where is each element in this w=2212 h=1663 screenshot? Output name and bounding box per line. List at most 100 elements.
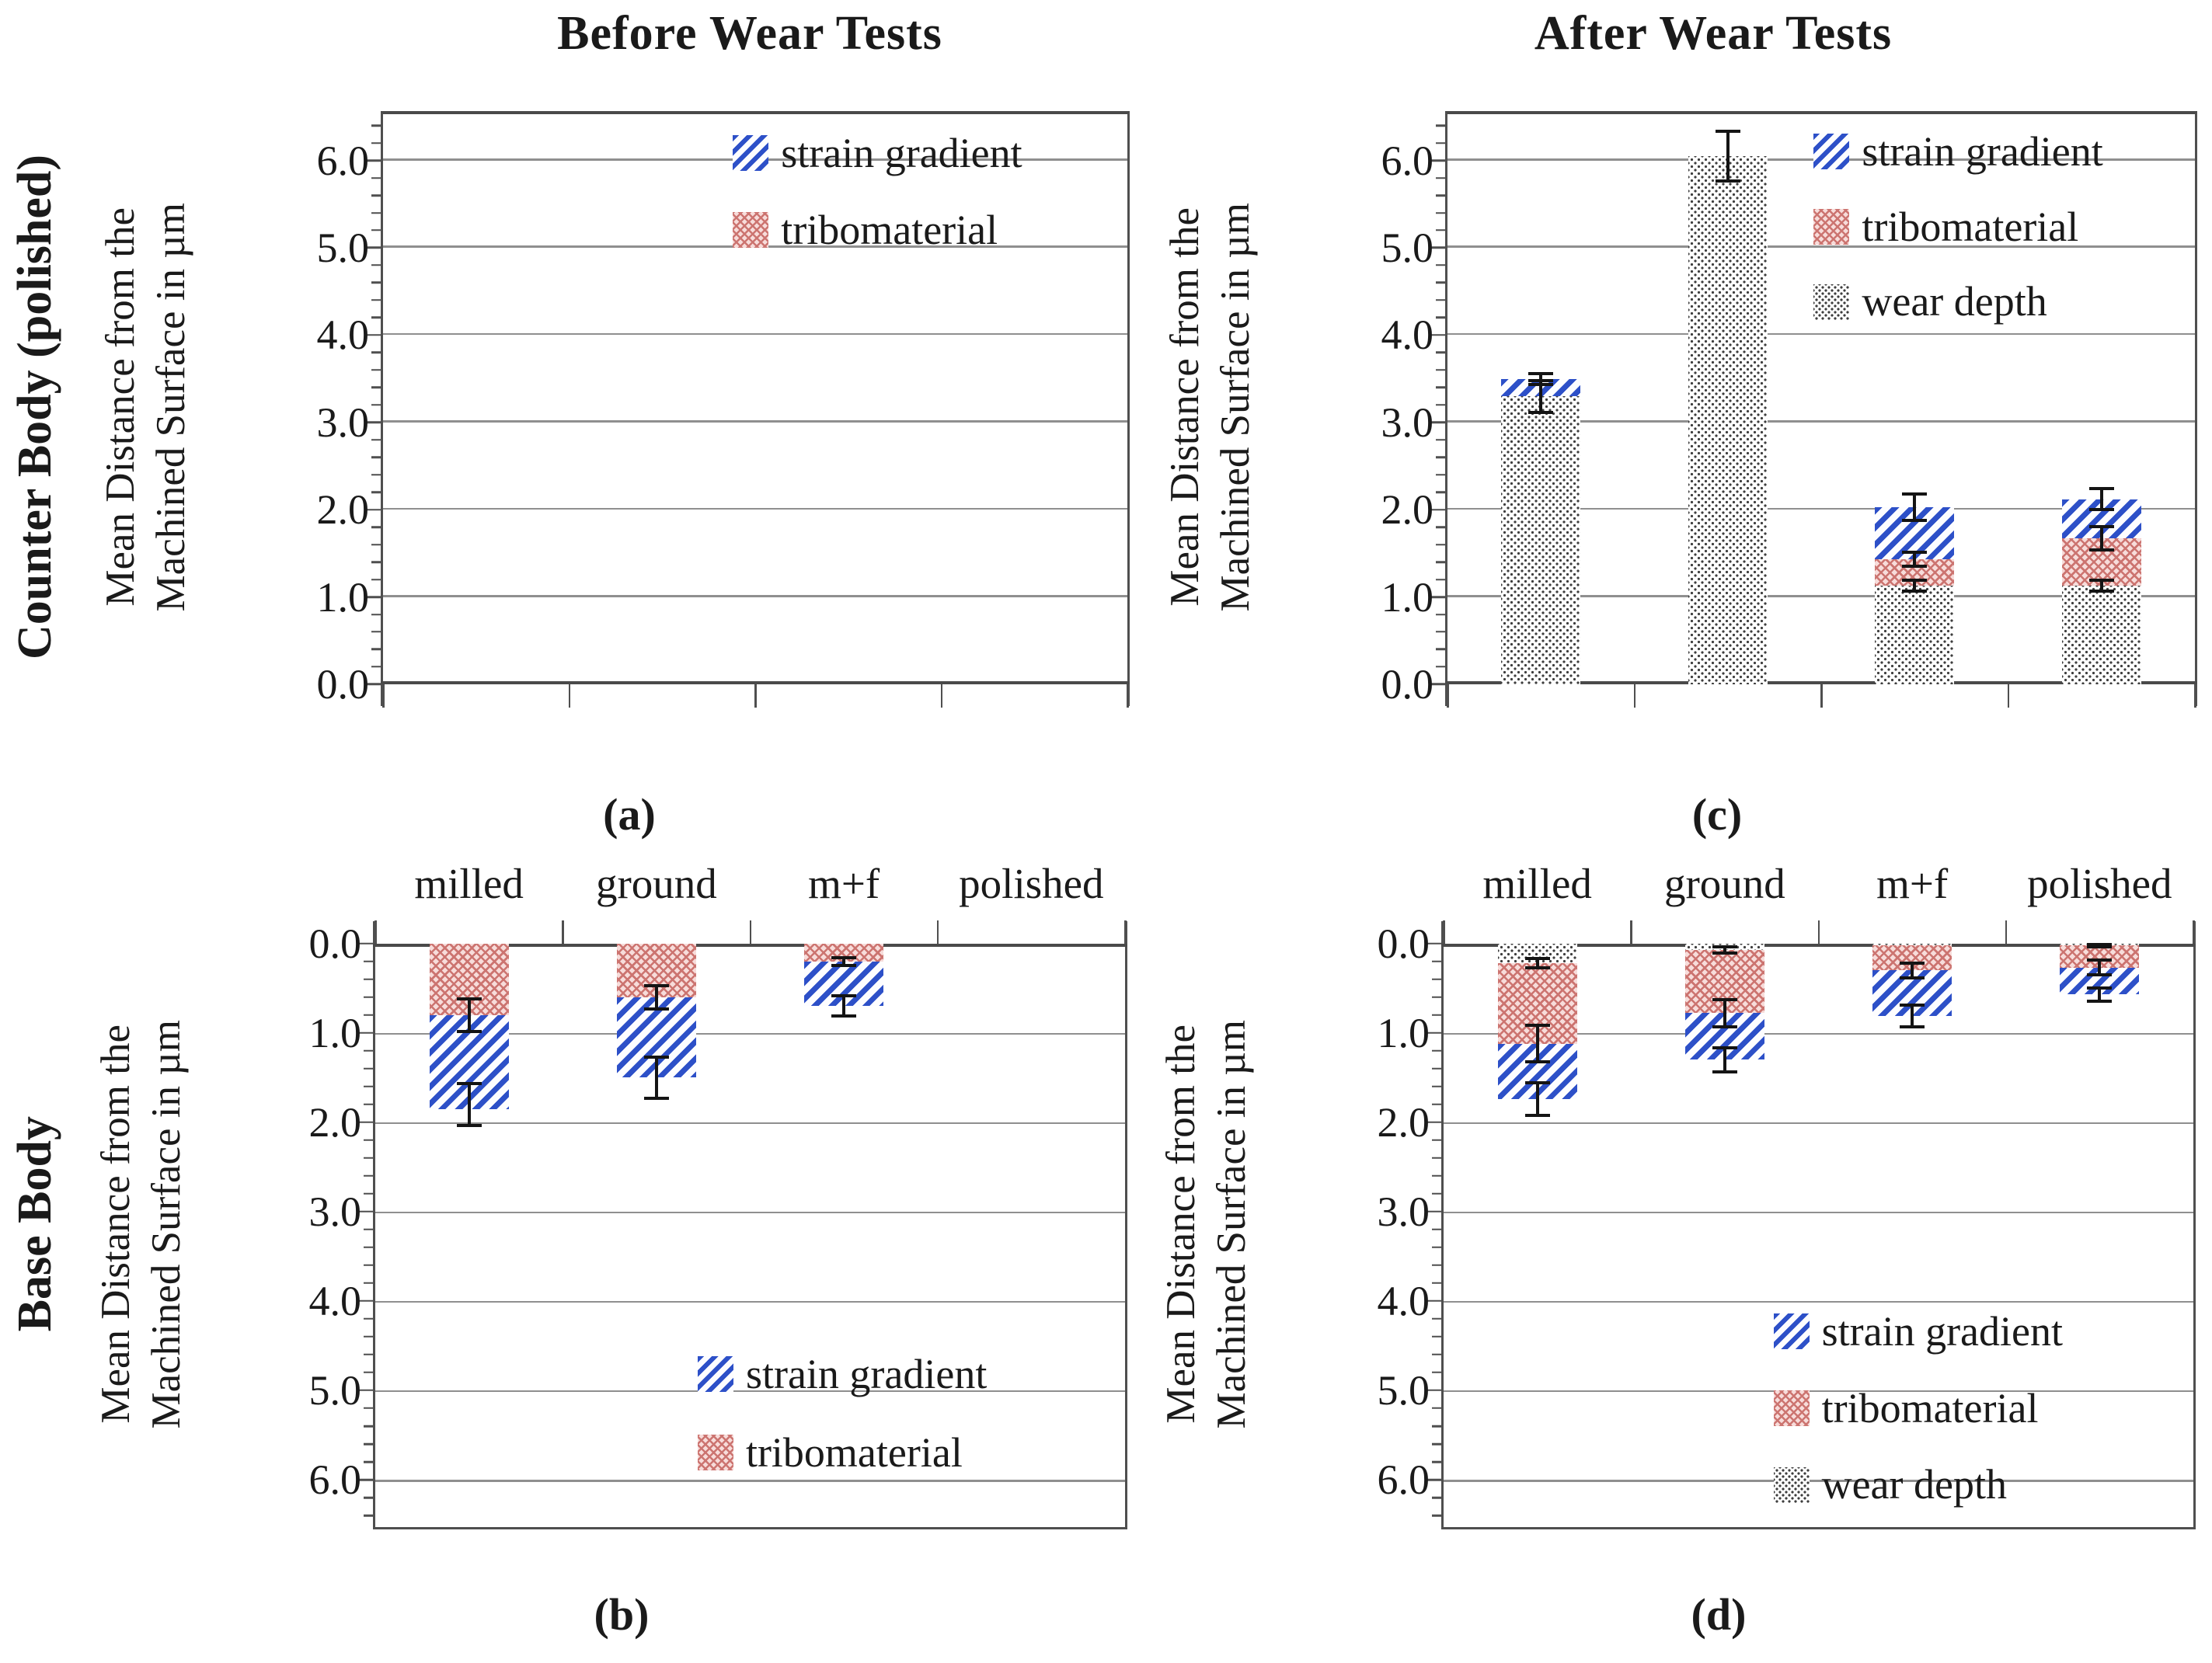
legend-item-tribomaterial: tribomaterial bbox=[733, 207, 1022, 252]
error-bar-cap bbox=[1712, 945, 1737, 949]
y-minor-tick-5.4 bbox=[371, 211, 381, 214]
y-axis-label-line2: Machined Surface in µm bbox=[148, 202, 193, 612]
error-bar-cap bbox=[1528, 371, 1554, 375]
y-axis-label-line2: Machined Surface in µm bbox=[1213, 202, 1258, 612]
x-tick-3 bbox=[2005, 920, 2008, 944]
y-minor-tick-2.8 bbox=[371, 438, 381, 441]
bar-milled bbox=[429, 943, 509, 1109]
error-bar-cap bbox=[2087, 986, 2113, 990]
gridline-y-4 bbox=[383, 332, 1127, 336]
y-major-tick-0 bbox=[357, 942, 373, 945]
error-bar-cap bbox=[2087, 999, 2113, 1003]
gridline-y-2 bbox=[375, 1122, 1125, 1125]
error-bar-cap bbox=[1902, 565, 1928, 569]
error-bar-cap bbox=[643, 983, 669, 987]
y-minor-tick-4.8 bbox=[1436, 264, 1445, 266]
error-bar-cap bbox=[2087, 958, 2113, 962]
strain-gradient-swatch-icon bbox=[733, 135, 769, 172]
category-label-ground: ground bbox=[1663, 860, 1785, 907]
x-tick-3 bbox=[936, 920, 939, 944]
legend-item-wear_depth: wear depth bbox=[1773, 1463, 2063, 1507]
y-minor-tick-1.2 bbox=[1432, 1049, 1441, 1052]
error-bar-cap bbox=[456, 997, 482, 1000]
y-minor-tick-2.6 bbox=[371, 456, 381, 458]
error-bar-ground-0 bbox=[1712, 945, 1737, 955]
y-minor-tick-4.4 bbox=[1436, 299, 1445, 301]
error-bar-line bbox=[1539, 378, 1543, 414]
gridline-y-1 bbox=[1447, 595, 2195, 597]
y-minor-tick-3.4 bbox=[1432, 1246, 1441, 1249]
y-major-tick-5 bbox=[365, 246, 381, 249]
y-major-tick-6 bbox=[365, 159, 381, 162]
error-bar-line bbox=[1535, 1080, 1539, 1117]
y-minor-tick-5.4 bbox=[364, 1425, 373, 1428]
gridline-y-6 bbox=[1444, 1480, 2193, 1482]
y-tick-label-6: 6.0 bbox=[316, 137, 370, 184]
error-bar-line bbox=[467, 1082, 471, 1127]
error-bar-cap bbox=[831, 955, 857, 959]
error-bar-cap bbox=[1524, 1113, 1550, 1117]
y-axis-label-line1: Mean Distance from the bbox=[92, 1025, 138, 1424]
y-minor-tick-1.2 bbox=[1436, 578, 1445, 581]
x-tick-2 bbox=[1817, 920, 1820, 944]
y-minor-tick-4.4 bbox=[371, 299, 381, 301]
y-tick-label-1: 1.0 bbox=[308, 1009, 362, 1056]
error-bar-cap bbox=[1902, 578, 1928, 582]
y-axis-label-line1: Mean Distance from the bbox=[1162, 207, 1207, 607]
error-bar-polished-2 bbox=[2087, 986, 2113, 1003]
y-minor-tick-4.2 bbox=[1432, 1317, 1441, 1320]
x-axis-line bbox=[373, 943, 1127, 947]
y-minor-tick-3.4 bbox=[1436, 386, 1445, 389]
y-tick-label-0: 0.0 bbox=[308, 920, 362, 967]
y-tick-label-6: 6.0 bbox=[1377, 1456, 1430, 1504]
error-bar-m+f-1 bbox=[831, 994, 857, 1018]
y-minor-tick-1.6 bbox=[1432, 1085, 1441, 1088]
y-tick-label-2: 2.0 bbox=[1381, 486, 1434, 534]
error-bar-m+f-0 bbox=[1902, 578, 1928, 593]
bar-ground bbox=[616, 943, 696, 1078]
y-major-tick-3 bbox=[1426, 1210, 1441, 1213]
y-tick-label-5: 5.0 bbox=[1381, 224, 1434, 271]
y-tick-label-4: 4.0 bbox=[1381, 311, 1434, 359]
y-major-tick-4 bbox=[365, 334, 381, 336]
legend-label-tribomaterial: tribomaterial bbox=[1821, 1384, 2039, 1432]
error-bar-polished-0 bbox=[2087, 942, 2113, 948]
y-minor-tick-0.6 bbox=[364, 996, 373, 999]
error-bar-line bbox=[1913, 550, 1917, 569]
error-bar-line bbox=[2098, 958, 2102, 977]
y-minor-tick-5.6 bbox=[1436, 194, 1445, 197]
y-major-tick-0 bbox=[1426, 942, 1441, 945]
category-label-polished: polished bbox=[2027, 860, 2172, 907]
y-minor-tick-5.8 bbox=[1432, 1460, 1441, 1463]
y-minor-tick-1.2 bbox=[364, 1049, 373, 1052]
tribomaterial-swatch-icon bbox=[1773, 1390, 1810, 1427]
y-major-tick-2 bbox=[1430, 508, 1445, 511]
panel-label-a: (a) bbox=[603, 789, 656, 840]
x-axis-line bbox=[381, 680, 1130, 684]
y-minor-tick-0.6 bbox=[1432, 996, 1441, 999]
y-minor-tick-2.6 bbox=[364, 1174, 373, 1178]
x-tick-3 bbox=[940, 684, 942, 708]
tribomaterial-swatch-icon bbox=[697, 1435, 733, 1471]
legend-item-strain_gradient: strain gradient bbox=[697, 1351, 988, 1397]
bar-segment-wear_depth bbox=[1688, 155, 1768, 684]
error-bar-milled-1 bbox=[456, 1082, 482, 1127]
legend-item-tribomaterial: tribomaterial bbox=[1773, 1384, 2063, 1432]
y-axis-label-line1: Mean Distance from the bbox=[1158, 1025, 1204, 1424]
error-bar-polished-0 bbox=[2088, 578, 2114, 593]
y-major-tick-6 bbox=[1426, 1478, 1441, 1481]
y-major-tick-3 bbox=[357, 1210, 373, 1213]
gridline-y-5 bbox=[375, 1390, 1125, 1393]
y-minor-tick-0.8 bbox=[371, 613, 381, 616]
error-bar-cap bbox=[1902, 589, 1928, 593]
y-minor-tick-3.6 bbox=[364, 1264, 373, 1267]
error-bar-cap bbox=[2088, 525, 2114, 529]
error-bar-cap bbox=[643, 1007, 669, 1011]
y-minor-tick-0.2 bbox=[364, 960, 373, 963]
y-minor-tick-0.2 bbox=[371, 666, 381, 668]
legend-label-strain_gradient: strain gradient bbox=[745, 1351, 988, 1397]
error-bar-line bbox=[1911, 1003, 1914, 1029]
x-tick-1 bbox=[568, 684, 570, 708]
y-minor-tick-5.4 bbox=[1436, 211, 1445, 214]
x-tick-4 bbox=[1127, 684, 1129, 708]
